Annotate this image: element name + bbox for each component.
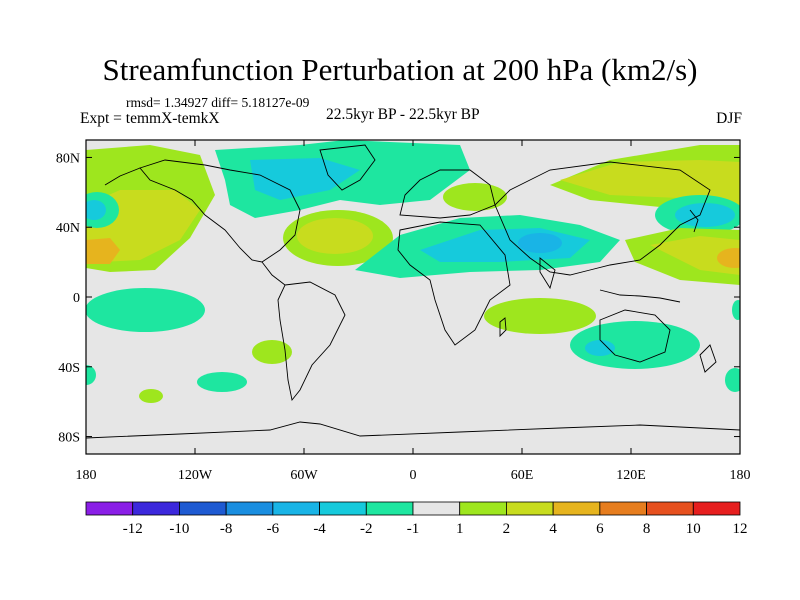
colorbar-swatch-5: [319, 501, 367, 516]
lon-tick-label-3: 0: [410, 468, 417, 483]
coastline-japan: [689, 209, 699, 233]
anomaly-neg-east-edge-tropics: [732, 300, 740, 320]
anomaly-pos2-indian-ocean: [484, 298, 596, 334]
lon-tick-label-0: 180: [76, 468, 97, 483]
anomaly-pos-south-pacific-small: [139, 389, 163, 403]
anomaly-neg4-north-america: [250, 158, 360, 200]
colorbar-swatch-7: [412, 501, 461, 516]
colorbar-swatch-0: [85, 501, 134, 516]
lon-tick-label-2: 60W: [290, 468, 318, 483]
coastline-central-america: [261, 261, 286, 286]
colorbar-swatch-1: [132, 501, 180, 516]
colorbar-label-7: 1: [456, 521, 464, 537]
colorbar-label-13: 12: [733, 521, 748, 537]
anomaly-pos6-north-pacific: [86, 238, 120, 264]
colorbar-swatch-10: [552, 501, 601, 516]
colorbar-swatch-4: [272, 501, 320, 516]
anomaly-neg4-northeast-asia: [675, 203, 735, 227]
colorbar-label-12: 10: [686, 521, 701, 537]
colorbar: -12 -10 -8 -6 -4 -2 -1 1 2 4 6 8 10 12: [85, 501, 748, 537]
lat-tick-label-2: 0: [73, 291, 80, 306]
period-text: 22.5kyr BP - 22.5kyr BP: [326, 106, 480, 123]
colorbar-swatch-2: [179, 501, 227, 516]
anomaly-pos4-atlantic: [297, 218, 373, 254]
colorbar-label-1: -10: [169, 521, 189, 537]
lon-tick-label-5: 120E: [616, 468, 646, 483]
anomaly-field: [86, 140, 740, 403]
anomaly-pos-south-america-west: [252, 340, 292, 364]
anomaly-neg-west-edge-south: [86, 365, 96, 385]
lat-tick-label-3: 40S: [58, 361, 80, 376]
coastline-alaska-peninsula: [104, 167, 141, 186]
lat-tick-label-0: 80N: [56, 151, 80, 166]
season-text: DJF: [716, 110, 742, 127]
colorbar-label-0: -12: [123, 521, 143, 537]
anomaly-neg-south-pacific-east: [86, 288, 205, 332]
colorbar-label-9: 4: [549, 521, 557, 537]
colorbar-label-6: -1: [407, 521, 420, 537]
coastline-antarctica: [86, 421, 740, 439]
colorbar-label-11: 8: [643, 521, 651, 537]
stats-text: rmsd= 1.34927 diff= 5.18127e-09: [126, 95, 310, 110]
anomaly-neg-south-pacific-small: [197, 372, 247, 392]
colorbar-label-3: -6: [267, 521, 280, 537]
coastline-madagascar: [499, 317, 507, 338]
coastline-africa: [397, 221, 511, 346]
coastline-australia: [599, 309, 671, 363]
anomaly-neg4-australia: [585, 340, 615, 356]
coastline-south-america: [277, 281, 346, 402]
colorbar-swatch-9: [506, 501, 554, 516]
anomaly-neg6-africa-asia: [518, 233, 562, 253]
anomaly-pos2-europe: [443, 183, 507, 211]
axis-ticks: 80N 40N 0 40S 80S 180 120W 60W 0 60E 120E 180: [56, 140, 751, 483]
anomaly-pos4-west-pacific: [650, 236, 740, 275]
colorbar-label-8: 2: [503, 521, 511, 537]
coastline-north-america: [139, 159, 301, 263]
anomaly-pos6-west-pacific: [717, 248, 740, 268]
coastline-greenland: [319, 144, 376, 191]
lat-tick-label-4: 80S: [58, 431, 80, 446]
figure-title: Streamfunction Perturbation at 200 hPa (…: [102, 52, 698, 87]
lat-tick-label-1: 40N: [56, 221, 80, 236]
coastlines: [86, 144, 740, 439]
anomaly-neg4-dateline-north: [86, 200, 106, 220]
coastline-india: [539, 257, 556, 290]
colorbar-swatch-6: [365, 501, 414, 516]
colorbar-label-4: -4: [313, 521, 326, 537]
colorbar-swatch-12: [646, 501, 694, 516]
anomaly-pos4-asia: [560, 160, 740, 205]
colorbar-label-5: -2: [360, 521, 373, 537]
coastline-asia: [494, 161, 711, 276]
colorbar-swatch-11: [599, 501, 647, 516]
colorbar-swatch-13: [692, 501, 741, 516]
coastline-indonesia: [599, 289, 681, 303]
lon-tick-label-6: 180: [730, 468, 751, 483]
colorbar-label-10: 6: [596, 521, 604, 537]
lon-tick-label-4: 60E: [511, 468, 534, 483]
coastline-new-zealand: [699, 344, 717, 373]
coastline-europe: [399, 169, 496, 219]
experiment-text: Expt = temmX-temkX: [80, 110, 220, 127]
colorbar-swatch-3: [225, 501, 274, 516]
lon-tick-label-1: 120W: [178, 468, 213, 483]
colorbar-label-2: -8: [220, 521, 233, 537]
anomaly-neg-east-edge-south: [725, 368, 740, 392]
anomaly-neg2-australia: [570, 321, 700, 369]
colorbar-swatch-8: [459, 501, 507, 516]
